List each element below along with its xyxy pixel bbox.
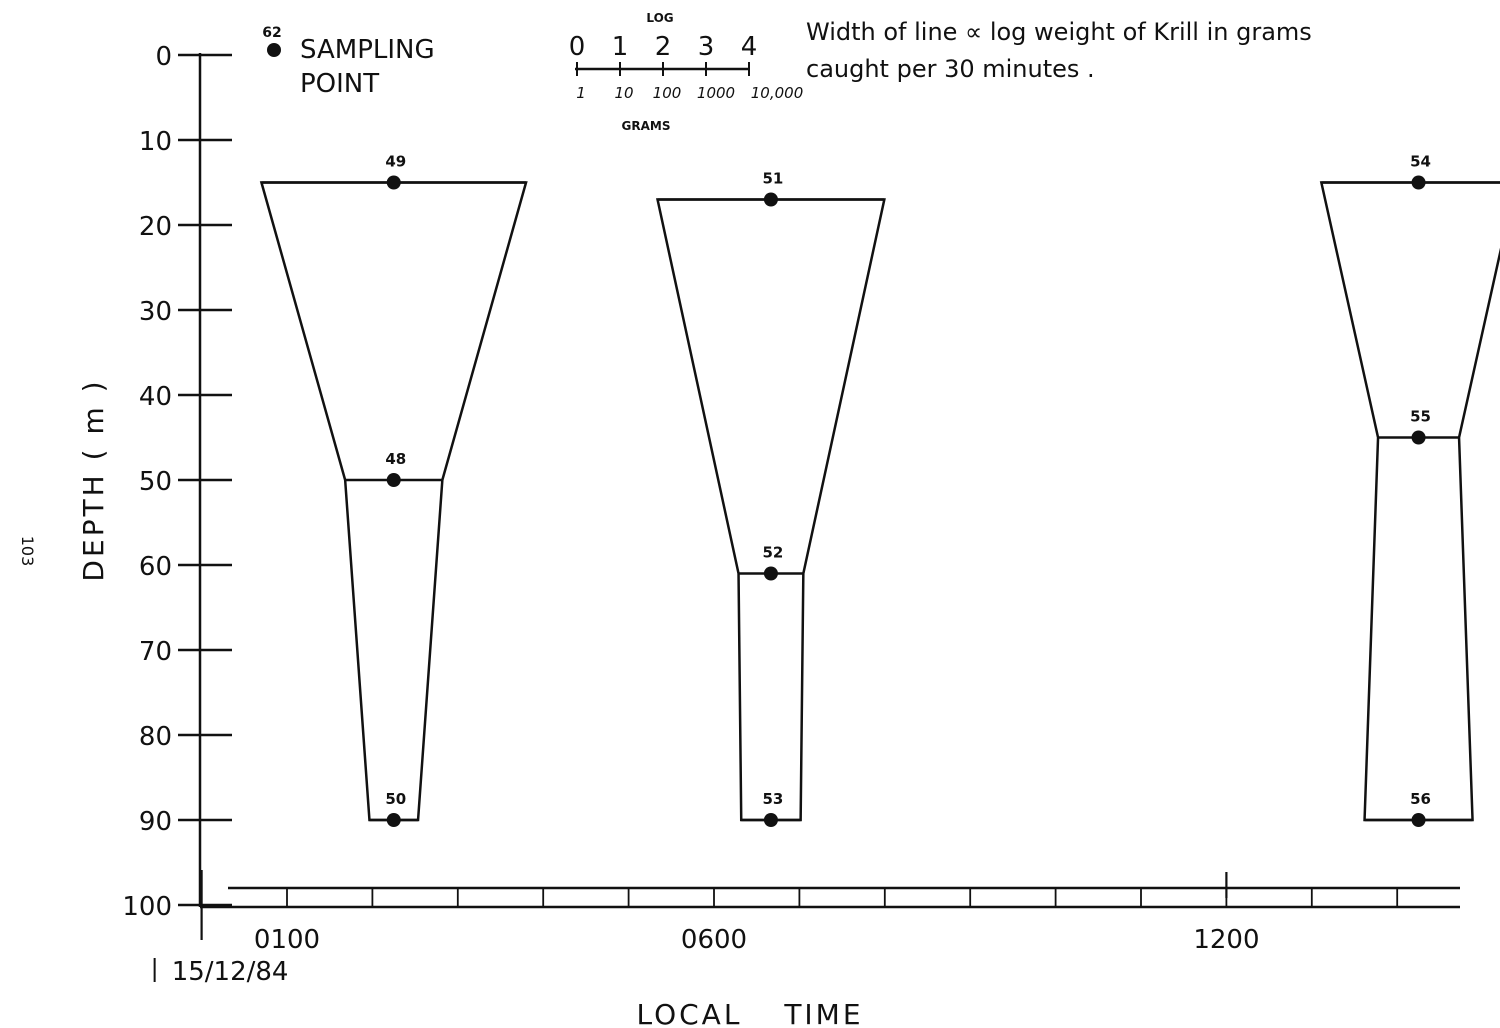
legend: 62 SAMPLING POINT	[262, 25, 434, 99]
sampling-point	[763, 566, 778, 581]
kite-outline	[259, 181, 528, 822]
scale-log-label: 3	[698, 32, 715, 62]
scale-log-label: 0	[569, 32, 586, 62]
sampling-point-label: 49	[385, 153, 406, 171]
y-tick-label: 10	[139, 127, 172, 157]
y-tick-label: 90	[139, 807, 172, 837]
sampling-point	[763, 192, 778, 207]
sampling-point	[386, 813, 401, 827]
kite-station: 51 52 53	[655, 170, 886, 827]
y-tick-label: 80	[139, 722, 172, 752]
sampling-point	[1411, 813, 1426, 827]
x-axis: 01000600120018002400040015/12/8416/12/84…	[153, 870, 1460, 1028]
scale-gram-label: 100	[653, 84, 682, 102]
sampling-point-label: 55	[1410, 408, 1431, 426]
y-tick-label: 20	[139, 212, 172, 242]
y-tick-label: 60	[139, 552, 172, 582]
sampling-point-label: 56	[1410, 790, 1431, 808]
sampling-point-label: 53	[762, 790, 783, 808]
sampling-point	[386, 175, 401, 190]
sampling-point-label: 48	[385, 450, 406, 468]
y-tick-label: 40	[139, 382, 172, 412]
scale-log-label: 4	[741, 32, 758, 62]
x-tick-labels: 01000600120018002400040015/12/8416/12/84	[172, 925, 1260, 987]
y-axis: 0 10 20 30 40 50 60 70 80 90 100 DEPTH ( m )	[77, 42, 232, 922]
y-tick-label: 0	[155, 42, 172, 72]
sampling-point	[1411, 430, 1426, 445]
x-ticks	[153, 870, 1399, 982]
x-axis-title: LOCAL TIME	[636, 998, 863, 1028]
y-tick-label: 70	[139, 637, 172, 667]
sampling-point	[1411, 175, 1426, 190]
kite-station: 49 48 50	[259, 153, 528, 827]
scale-gram-label: 1	[576, 84, 586, 102]
legend-label-line1: SAMPLING	[300, 35, 435, 65]
kite-outline	[655, 198, 886, 822]
legend-example-label: 62	[262, 25, 281, 41]
x-tick-label: 0600	[681, 925, 747, 955]
y-tick-label: 100	[122, 892, 172, 922]
date-label: 15/12/84	[172, 957, 289, 987]
x-tick-label: 0100	[254, 925, 320, 955]
sampling-point-label: 54	[1410, 153, 1431, 171]
sampling-point	[386, 473, 401, 487]
scale-title: LOG	[646, 11, 673, 25]
y-tick-label: 30	[139, 297, 172, 327]
key-title-line1: Width of line ∝ log weight of Krill in g…	[806, 18, 1312, 46]
scale-log-label: 2	[655, 32, 672, 62]
y-axis-title: DEPTH ( m )	[77, 378, 110, 581]
sampling-point	[763, 813, 778, 827]
scale-gram-label: 1000	[697, 84, 735, 102]
y-tick-label: 50	[139, 467, 172, 497]
kite-outline	[1319, 181, 1500, 822]
key-title-line2: caught per 30 minutes .	[806, 55, 1095, 83]
scale-unit: GRAMS	[622, 119, 671, 133]
y-ticks: 0 10 20 30 40 50 60 70 80 90 100	[122, 42, 232, 922]
scale-log-label: 1	[612, 32, 629, 62]
sampling-point-label: 51	[762, 170, 783, 188]
scale-gram-label: 10,000	[751, 84, 804, 102]
kite-station: 54 55 56	[1319, 153, 1500, 827]
legend-sampling-point-icon	[267, 43, 281, 57]
kites: 494850515253545556575859606162	[259, 153, 1500, 827]
x-tick-label: 1200	[1193, 925, 1259, 955]
sampling-point-label: 50	[385, 790, 406, 808]
scale-gram-label: 10	[614, 84, 633, 102]
legend-label-line2: POINT	[300, 69, 379, 99]
page-number: 103	[18, 536, 37, 567]
sampling-point-label: 52	[762, 544, 783, 562]
